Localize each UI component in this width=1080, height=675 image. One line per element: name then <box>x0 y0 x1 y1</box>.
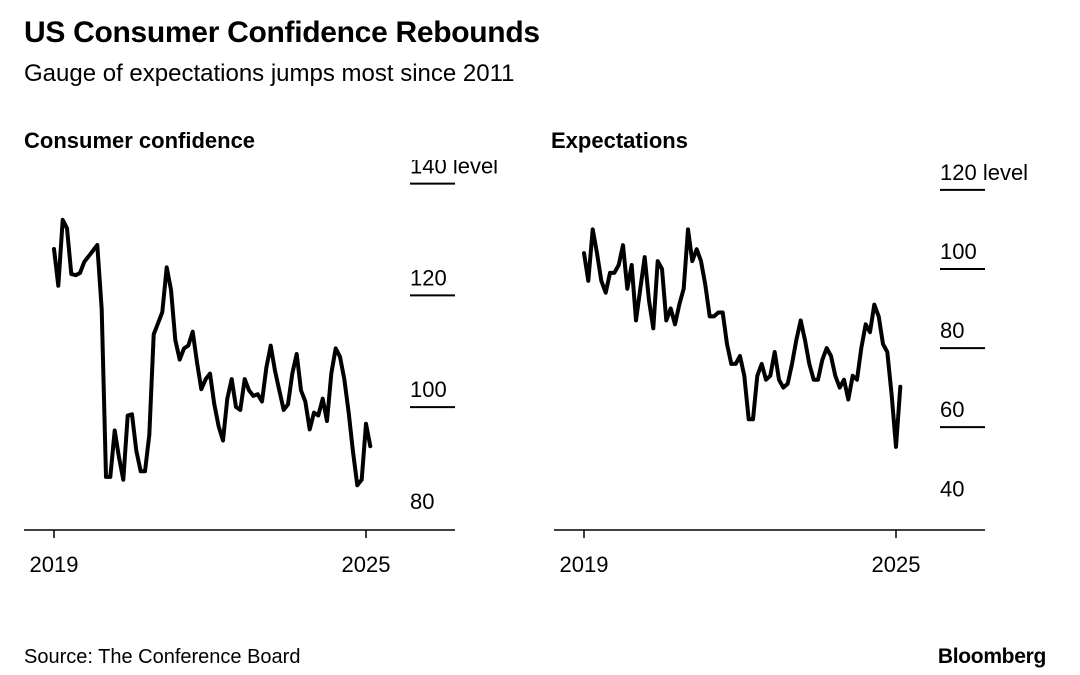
expectations-chart: 40 60 80 100 120 level 2019 2025 <box>554 160 1028 577</box>
chart-subtitle: Gauge of expectations jumps most since 2… <box>24 60 515 87</box>
y-tick-label: 100 <box>410 377 447 402</box>
y-tick-label: 100 <box>940 239 977 264</box>
x-tick-label: 2025 <box>872 552 921 577</box>
panel-title-expectations: Expectations <box>551 128 688 153</box>
y-tick-label: 140 level <box>410 160 498 179</box>
y-tick-label: 120 <box>410 265 447 290</box>
y-tick-label: 80 <box>410 489 434 514</box>
x-tick-label: 2019 <box>30 552 79 577</box>
consumer-confidence-chart: 80 100 120 140 level 2019 2025 <box>24 160 498 577</box>
bloomberg-logo: Bloomberg <box>937 645 1046 668</box>
series-line <box>582 227 903 449</box>
y-tick-label: 60 <box>940 397 964 422</box>
y-tick-label: 40 <box>940 476 964 501</box>
panel-title-consumer-confidence: Consumer confidence <box>24 128 256 153</box>
y-tick-label: 120 level <box>940 160 1028 185</box>
chart-title: US Consumer Confidence Rebounds <box>24 16 540 49</box>
x-tick-label: 2019 <box>560 552 609 577</box>
y-tick-label: 80 <box>940 318 964 343</box>
source-note: Source: The Conference Board <box>24 646 301 668</box>
series-line <box>52 217 373 488</box>
x-tick-label: 2025 <box>342 552 391 577</box>
